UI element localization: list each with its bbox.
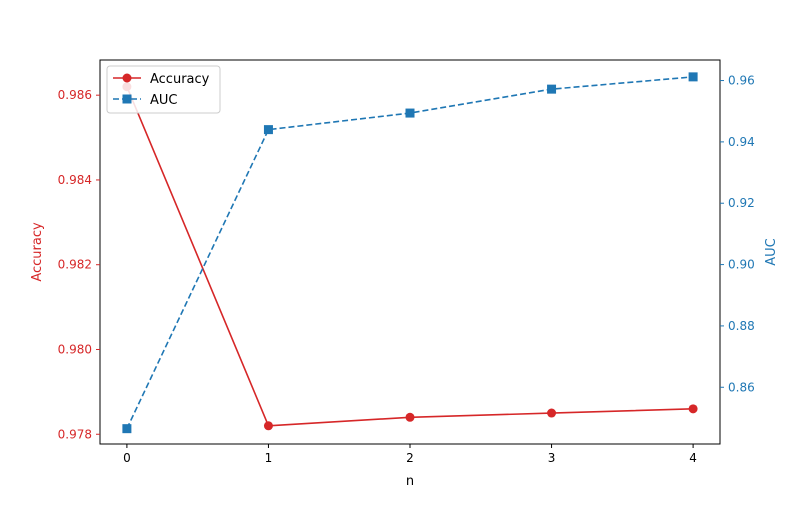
x-tick-label: 4 [689,451,697,465]
data-point-auc [547,84,557,94]
left-y-tick-label: 0.980 [58,342,92,356]
legend: Accuracy AUC [106,65,221,114]
left-axis-label: Accuracy [30,222,45,282]
data-point-auc [688,72,698,82]
data-point-accuracy [405,412,415,422]
legend-label-accuracy: Accuracy [150,72,210,87]
left-y-tick-label: 0.986 [58,88,92,102]
legend-marker-auc [122,94,132,104]
data-point-accuracy [547,408,557,418]
plot-area [100,60,720,444]
left-y-tick-label: 0.984 [58,173,92,187]
legend-label-auc: AUC [150,93,178,108]
data-point-accuracy [263,421,273,431]
right-y-tick-label: 0.86 [728,380,755,394]
right-axis-label: AUC [764,238,779,266]
right-y-tick-label: 0.90 [728,258,755,272]
data-point-auc [122,424,132,434]
left-y-tick-label: 0.982 [58,258,92,272]
right-y-tick-label: 0.88 [728,319,755,333]
x-tick-label: 0 [123,451,131,465]
x-tick-label: 1 [265,451,273,465]
right-y-tick-label: 0.94 [728,135,755,149]
x-axis-label: n [406,474,414,489]
x-tick-label: 2 [406,451,414,465]
data-point-accuracy [688,404,698,414]
x-tick-label: 3 [548,451,556,465]
data-point-auc [405,108,415,118]
data-point-auc [263,125,273,135]
right-y-tick-label: 0.96 [728,74,755,88]
right-y-tick-label: 0.92 [728,196,755,210]
legend-marker-accuracy [122,73,132,83]
left-y-tick-label: 0.978 [58,427,92,441]
